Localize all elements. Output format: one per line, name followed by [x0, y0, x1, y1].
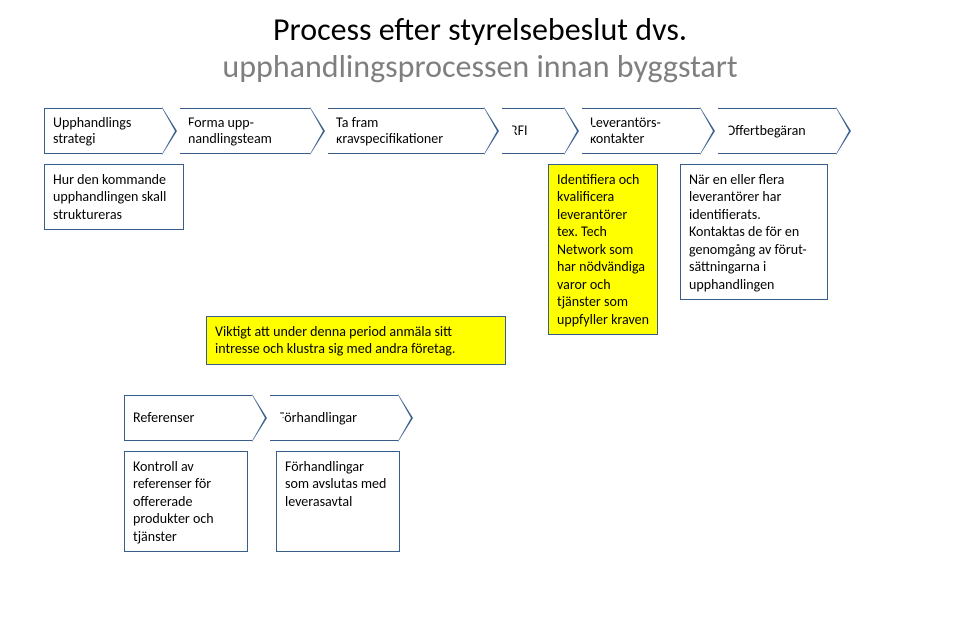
- desc-strategi: Hur den kommande upphandlingen skall str…: [44, 164, 184, 231]
- step-label: Ta fram kravspecifikationer: [328, 115, 484, 146]
- step-s1: Upphandlings strategi: [44, 108, 162, 154]
- process-steps-row: Upphandlings strategi Forma upp-handlings…: [44, 108, 932, 154]
- desc-leverantor: När en eller flera leverantörer har iden…: [680, 164, 828, 301]
- step-b1: Referenser: [124, 395, 252, 441]
- step-label: Förhandlingar: [270, 410, 361, 425]
- bottom-section: Referenser Förhandlingar Kontroll av refe…: [124, 395, 932, 553]
- step-s4: RFI: [502, 108, 564, 154]
- step-s5: Leverantörs-kontakter: [582, 108, 700, 154]
- page-title: Process efter styrelsebeslut dvs. upphan…: [28, 12, 932, 86]
- bottom-steps-row: Referenser Förhandlingar: [124, 395, 932, 441]
- step-s2: Forma upp-handlingsteam: [180, 108, 310, 154]
- step-s6: Offertbegäran: [718, 108, 836, 154]
- step-label: Upphandlings strategi: [45, 115, 162, 146]
- step-b2: Förhandlingar: [270, 395, 398, 441]
- step-label: RFI: [502, 123, 532, 138]
- step-label: Forma upp-handlingsteam: [180, 115, 276, 146]
- title-sub: upphandlingsprocessen innan byggstart: [222, 47, 737, 86]
- descriptors-row: Hur den kommande upphandlingen skall str…: [28, 164, 932, 365]
- desc-highlight: Viktigt att under denna period anmäla si…: [206, 316, 506, 365]
- step-label: Leverantörs-kontakter: [582, 115, 665, 146]
- title-main: Process efter styrelsebeslut dvs.: [273, 10, 687, 49]
- step-label: Referenser: [125, 410, 198, 425]
- desc-referenser: Kontroll av referenser för offererade pr…: [124, 451, 248, 553]
- desc-rfi: Identifiera och kvalificera leverantörer…: [548, 164, 658, 336]
- step-label: Offertbegäran: [718, 123, 810, 138]
- desc-forhandlingar: Förhandlingar som avslutas med leverasav…: [276, 451, 400, 553]
- step-s3: Ta fram kravspecifikationer: [328, 108, 484, 154]
